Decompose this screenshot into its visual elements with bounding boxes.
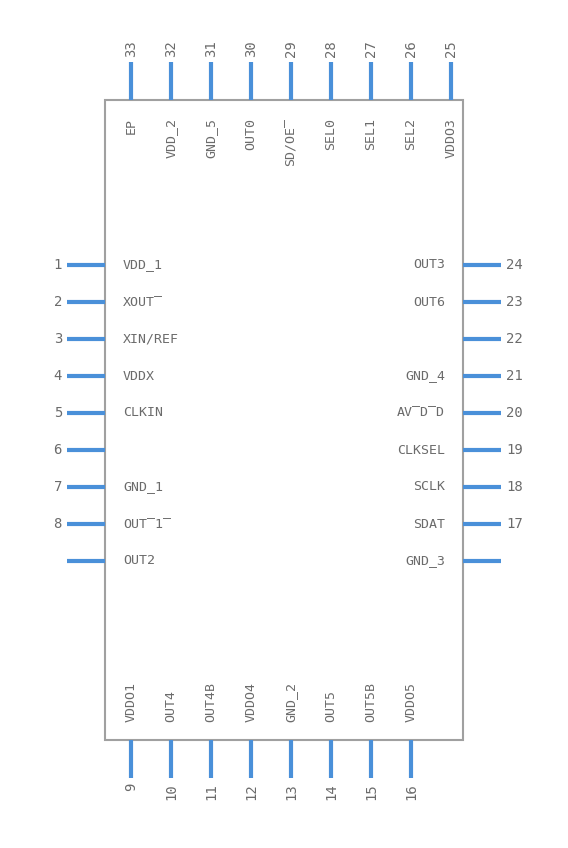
Text: 31: 31 [204,40,218,57]
Text: SDAT: SDAT [413,517,445,531]
Text: SEL0: SEL0 [324,118,337,150]
Text: SEL1: SEL1 [365,118,378,150]
Text: GND_5: GND_5 [204,118,218,158]
Text: VDD_1: VDD_1 [123,259,163,271]
Bar [105,100,463,740]
Text: 20: 20 [506,406,523,420]
Text: 29: 29 [284,40,298,57]
Text: 25: 25 [444,40,458,57]
Text: VDDX: VDDX [123,370,155,382]
Text: 22: 22 [506,332,523,346]
Text: 6: 6 [53,443,62,457]
Text: 27: 27 [364,40,378,57]
Text: 16: 16 [404,783,418,800]
Text: 4: 4 [53,369,62,383]
Text: GND_1: GND_1 [123,481,163,494]
Text: 21: 21 [506,369,523,383]
Text: OUT5: OUT5 [324,690,337,722]
Text: VDD_2: VDD_2 [165,118,177,158]
Text: OUT2: OUT2 [123,555,155,567]
Text: CLKIN: CLKIN [123,406,163,420]
Text: XIN/REF: XIN/REF [123,332,179,345]
Text: GND_4: GND_4 [405,370,445,382]
Text: OUT̅1̅: OUT̅1̅ [123,517,171,531]
Text: 10: 10 [164,783,178,800]
Text: 30: 30 [244,40,258,57]
Text: 3: 3 [53,332,62,346]
Text: 9: 9 [124,783,138,791]
Text: VDDO3: VDDO3 [445,118,457,158]
Text: EP: EP [124,118,137,134]
Text: SCLK: SCLK [413,481,445,494]
Text: VDDO4: VDDO4 [244,682,257,722]
Text: XOUT̅: XOUT̅ [123,295,163,309]
Text: 11: 11 [204,783,218,800]
Text: SEL2: SEL2 [404,118,417,150]
Text: 15: 15 [364,783,378,800]
Text: OUT0: OUT0 [244,118,257,150]
Text: GND_3: GND_3 [405,555,445,567]
Text: 13: 13 [284,783,298,800]
Text: 14: 14 [324,783,338,800]
Text: 17: 17 [506,517,523,531]
Text: 12: 12 [244,783,258,800]
Text: OUT6: OUT6 [413,295,445,309]
Text: 33: 33 [124,40,138,57]
Text: 26: 26 [404,40,418,57]
Text: AV̅D̅D: AV̅D̅D [397,406,445,420]
Text: GND_2: GND_2 [285,682,298,722]
Text: OUT3: OUT3 [413,259,445,271]
Text: OUT4B: OUT4B [204,682,218,722]
Text: VDDO5: VDDO5 [404,682,417,722]
Text: SD/OE̅: SD/OE̅ [285,118,298,166]
Text: 28: 28 [324,40,338,57]
Text: OUT4: OUT4 [165,690,177,722]
Text: 23: 23 [506,295,523,309]
Text: 5: 5 [53,406,62,420]
Text: 1: 1 [53,258,62,272]
Text: CLKSEL: CLKSEL [397,444,445,456]
Text: VDDO1: VDDO1 [124,682,137,722]
Text: 32: 32 [164,40,178,57]
Text: OUT5B: OUT5B [365,682,378,722]
Text: 24: 24 [506,258,523,272]
Text: 2: 2 [53,295,62,309]
Text: 7: 7 [53,480,62,494]
Text: 18: 18 [506,480,523,494]
Text: 19: 19 [506,443,523,457]
Text: 8: 8 [53,517,62,531]
